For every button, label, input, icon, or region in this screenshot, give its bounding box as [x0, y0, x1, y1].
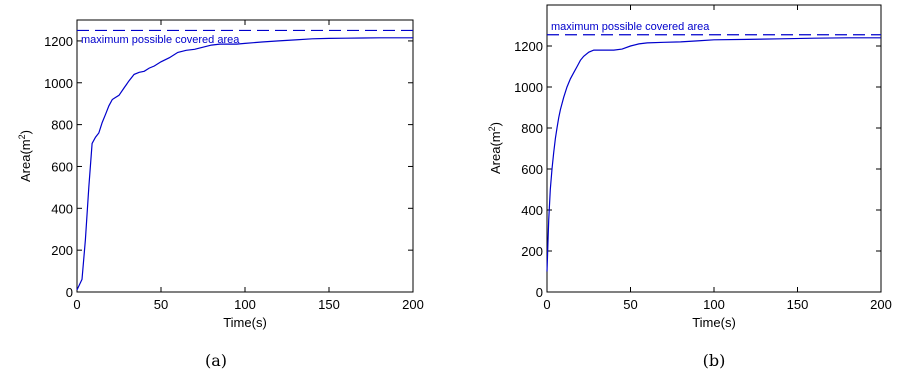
tick-group: 0 50 100 150 200 0 200 400 600 800 1000 1200: [44, 20, 424, 312]
y-axis-label-sup: 2: [487, 126, 497, 131]
x-tick-label: 200: [402, 297, 424, 312]
y-tick-label: 800: [521, 121, 543, 136]
y-tick-label: 0: [536, 285, 543, 300]
y-axis-label-close: ): [18, 130, 33, 134]
area-series-line: [546, 37, 881, 272]
y-tick-label: 400: [51, 201, 73, 216]
x-tick-label: 0: [543, 297, 550, 312]
x-tick-label: 100: [703, 297, 725, 312]
x-tick-label: 150: [787, 297, 809, 312]
x-tick-label: 200: [870, 297, 892, 312]
y-axis-label-close: ): [488, 122, 503, 126]
panel-caption: (a): [205, 351, 227, 370]
x-tick-label: 100: [234, 297, 256, 312]
max-area-annotation: maximum possible covered area: [81, 34, 240, 46]
y-tick-label: 800: [51, 118, 73, 133]
plot-frame: [76, 19, 414, 293]
y-tick-label: 0: [66, 285, 73, 300]
tick-group: 0 50 100 150 200 0 200 400 600 800 1000 1200: [514, 5, 892, 312]
x-axis-label: Time(s): [692, 315, 736, 330]
y-tick-label: 200: [51, 243, 73, 258]
y-tick-label: 1200: [514, 39, 543, 54]
area-series-line: [76, 37, 413, 291]
chart-panel-a: 0 50 100 150 200 0 200 400 600 800 1000 1200 maximu…: [17, 19, 424, 370]
y-tick-label: 600: [521, 162, 543, 177]
y-axis-label: Area(m2): [487, 122, 503, 174]
x-tick-label: 50: [154, 297, 168, 312]
x-tick-label: 150: [318, 297, 340, 312]
y-axis-label-main: Area(m: [488, 131, 503, 174]
y-tick-label: 1200: [44, 34, 73, 49]
y-axis-label: Area(m2): [17, 130, 33, 182]
x-tick-label: 0: [73, 297, 80, 312]
x-axis-label: Time(s): [223, 315, 267, 330]
chart-panel-b: 0 50 100 150 200 0 200 400 600 800 1000 1200 maximu…: [487, 4, 892, 370]
plot-frame: [546, 4, 882, 293]
y-axis-label-main: Area(m: [18, 139, 33, 182]
series-group: [546, 34, 881, 272]
y-tick-label: 1000: [514, 80, 543, 95]
panel-caption: (b): [703, 351, 726, 370]
y-tick-label: 600: [51, 159, 73, 174]
y-tick-label: 1000: [44, 76, 73, 91]
y-tick-label: 200: [521, 244, 543, 259]
series-group: [76, 29, 413, 291]
max-area-annotation: maximum possible covered area: [551, 21, 710, 33]
y-axis-label-sup: 2: [17, 134, 27, 139]
x-tick-label: 50: [623, 297, 637, 312]
y-tick-label: 400: [521, 203, 543, 218]
